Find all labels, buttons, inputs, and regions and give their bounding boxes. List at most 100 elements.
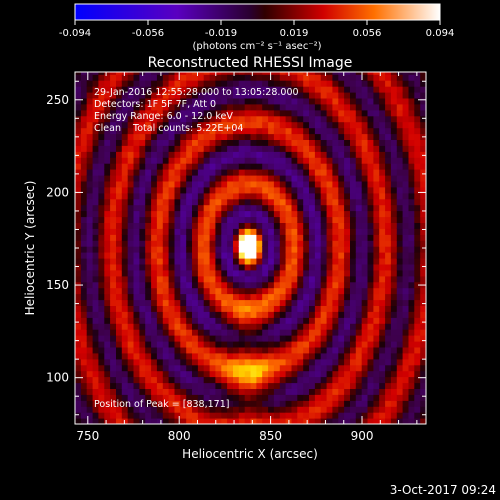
heatmap-cell — [420, 121, 426, 129]
heatmap-cell — [291, 281, 298, 289]
heatmap-cell — [291, 92, 298, 99]
heatmap-cell — [156, 175, 164, 182]
heatmap-cell — [390, 109, 398, 117]
heatmap-cell — [180, 335, 187, 342]
heatmap-cell — [344, 352, 351, 360]
heatmap-cell — [168, 352, 176, 360]
heatmap-cell — [203, 246, 211, 253]
heatmap-cell — [326, 169, 334, 176]
heatmap-cell — [273, 80, 281, 87]
heatmap-cell — [420, 240, 426, 247]
heatmap-cell — [402, 121, 410, 129]
heatmap-cell — [104, 275, 111, 283]
heatmap-cell — [233, 258, 240, 265]
heatmap-cell — [180, 299, 187, 306]
heatmap-cell — [344, 115, 351, 123]
heatmap-cell — [227, 352, 234, 360]
heatmap-cell — [361, 275, 369, 283]
heatmap-cell — [86, 240, 94, 247]
heatmap-cell — [338, 145, 345, 152]
heatmap-cell — [350, 133, 357, 140]
heatmap-cell — [367, 115, 374, 123]
heatmap-cell — [350, 311, 357, 318]
heatmap-cell — [414, 252, 421, 259]
heatmap-cell — [209, 263, 217, 271]
heatmap-cell — [121, 246, 129, 253]
heatmap-cell — [127, 246, 135, 253]
heatmap-cell — [121, 121, 129, 129]
heatmap-cell — [309, 394, 316, 401]
heatmap-cell — [192, 240, 199, 247]
heatmap-cell — [233, 329, 240, 336]
heatmap-cell — [244, 92, 252, 99]
heatmap-cell — [145, 192, 152, 200]
heatmap-cell — [373, 151, 380, 158]
heatmap-cell — [133, 305, 140, 312]
heatmap-cell — [192, 346, 199, 354]
heatmap-cell — [320, 109, 328, 117]
heatmap-cell — [285, 382, 293, 389]
heatmap-cell — [279, 80, 287, 87]
heatmap-cell — [168, 287, 176, 295]
heatmap-cell — [86, 263, 94, 271]
heatmap-cell — [414, 394, 421, 401]
heatmap-cell — [133, 216, 140, 223]
heatmap-cell — [256, 169, 263, 176]
heatmap-cell — [139, 133, 146, 140]
heatmap-cell — [379, 358, 386, 366]
heatmap-cell — [408, 80, 415, 87]
heatmap-cell — [227, 388, 234, 395]
heatmap-cell — [80, 352, 88, 360]
heatmap-cell — [355, 216, 363, 223]
heatmap-cell — [98, 252, 105, 259]
heatmap-cell — [227, 234, 234, 241]
heatmap-cell — [297, 74, 304, 81]
heatmap-cell — [396, 198, 404, 206]
heatmap-cell — [420, 115, 426, 123]
heatmap-cell — [326, 299, 334, 306]
heatmap-cell — [414, 412, 421, 419]
heatmap-cell — [127, 204, 135, 212]
heatmap-cell — [186, 370, 193, 378]
heatmap-cell — [309, 103, 316, 111]
heatmap-cell — [75, 376, 82, 384]
heatmap-cell — [75, 293, 82, 301]
heatmap-cell — [332, 406, 339, 413]
heatmap-cell — [162, 269, 170, 277]
heatmap-cell — [145, 382, 152, 389]
heatmap-cell — [104, 163, 111, 170]
heatmap-cell — [151, 323, 158, 330]
heatmap-cell — [420, 352, 426, 360]
heatmap-cell — [162, 323, 170, 330]
heatmap-cell — [373, 222, 380, 229]
heatmap-cell — [139, 216, 146, 223]
heatmap-cell — [86, 74, 94, 81]
heatmap-cell — [145, 240, 152, 247]
heatmap-cell — [367, 358, 374, 366]
heatmap-cell — [373, 281, 380, 289]
heatmap-cell — [273, 346, 281, 354]
heatmap-cell — [285, 329, 293, 336]
heatmap-cell — [92, 293, 100, 301]
heatmap-cell — [273, 216, 281, 223]
heatmap-cell — [326, 228, 334, 235]
heatmap-cell — [303, 103, 310, 111]
heatmap-cell — [192, 109, 199, 117]
heatmap-cell — [414, 311, 421, 318]
heatmap-cell — [127, 317, 135, 324]
heatmap-cell — [75, 382, 82, 389]
heatmap-cell — [338, 394, 345, 401]
heatmap-cell — [250, 281, 257, 289]
heatmap-cell — [156, 370, 164, 378]
heatmap-cell — [156, 198, 164, 206]
heatmap-cell — [361, 388, 369, 395]
heatmap-cell — [233, 400, 240, 407]
heatmap-cell — [414, 323, 421, 330]
heatmap-cell — [420, 293, 426, 301]
heatmap-cell — [121, 139, 129, 146]
heatmap-cell — [121, 305, 129, 312]
heatmap-cell — [80, 287, 88, 295]
heatmap-cell — [98, 388, 105, 395]
heatmap-cell — [116, 127, 123, 135]
heatmap-cell — [408, 287, 415, 295]
